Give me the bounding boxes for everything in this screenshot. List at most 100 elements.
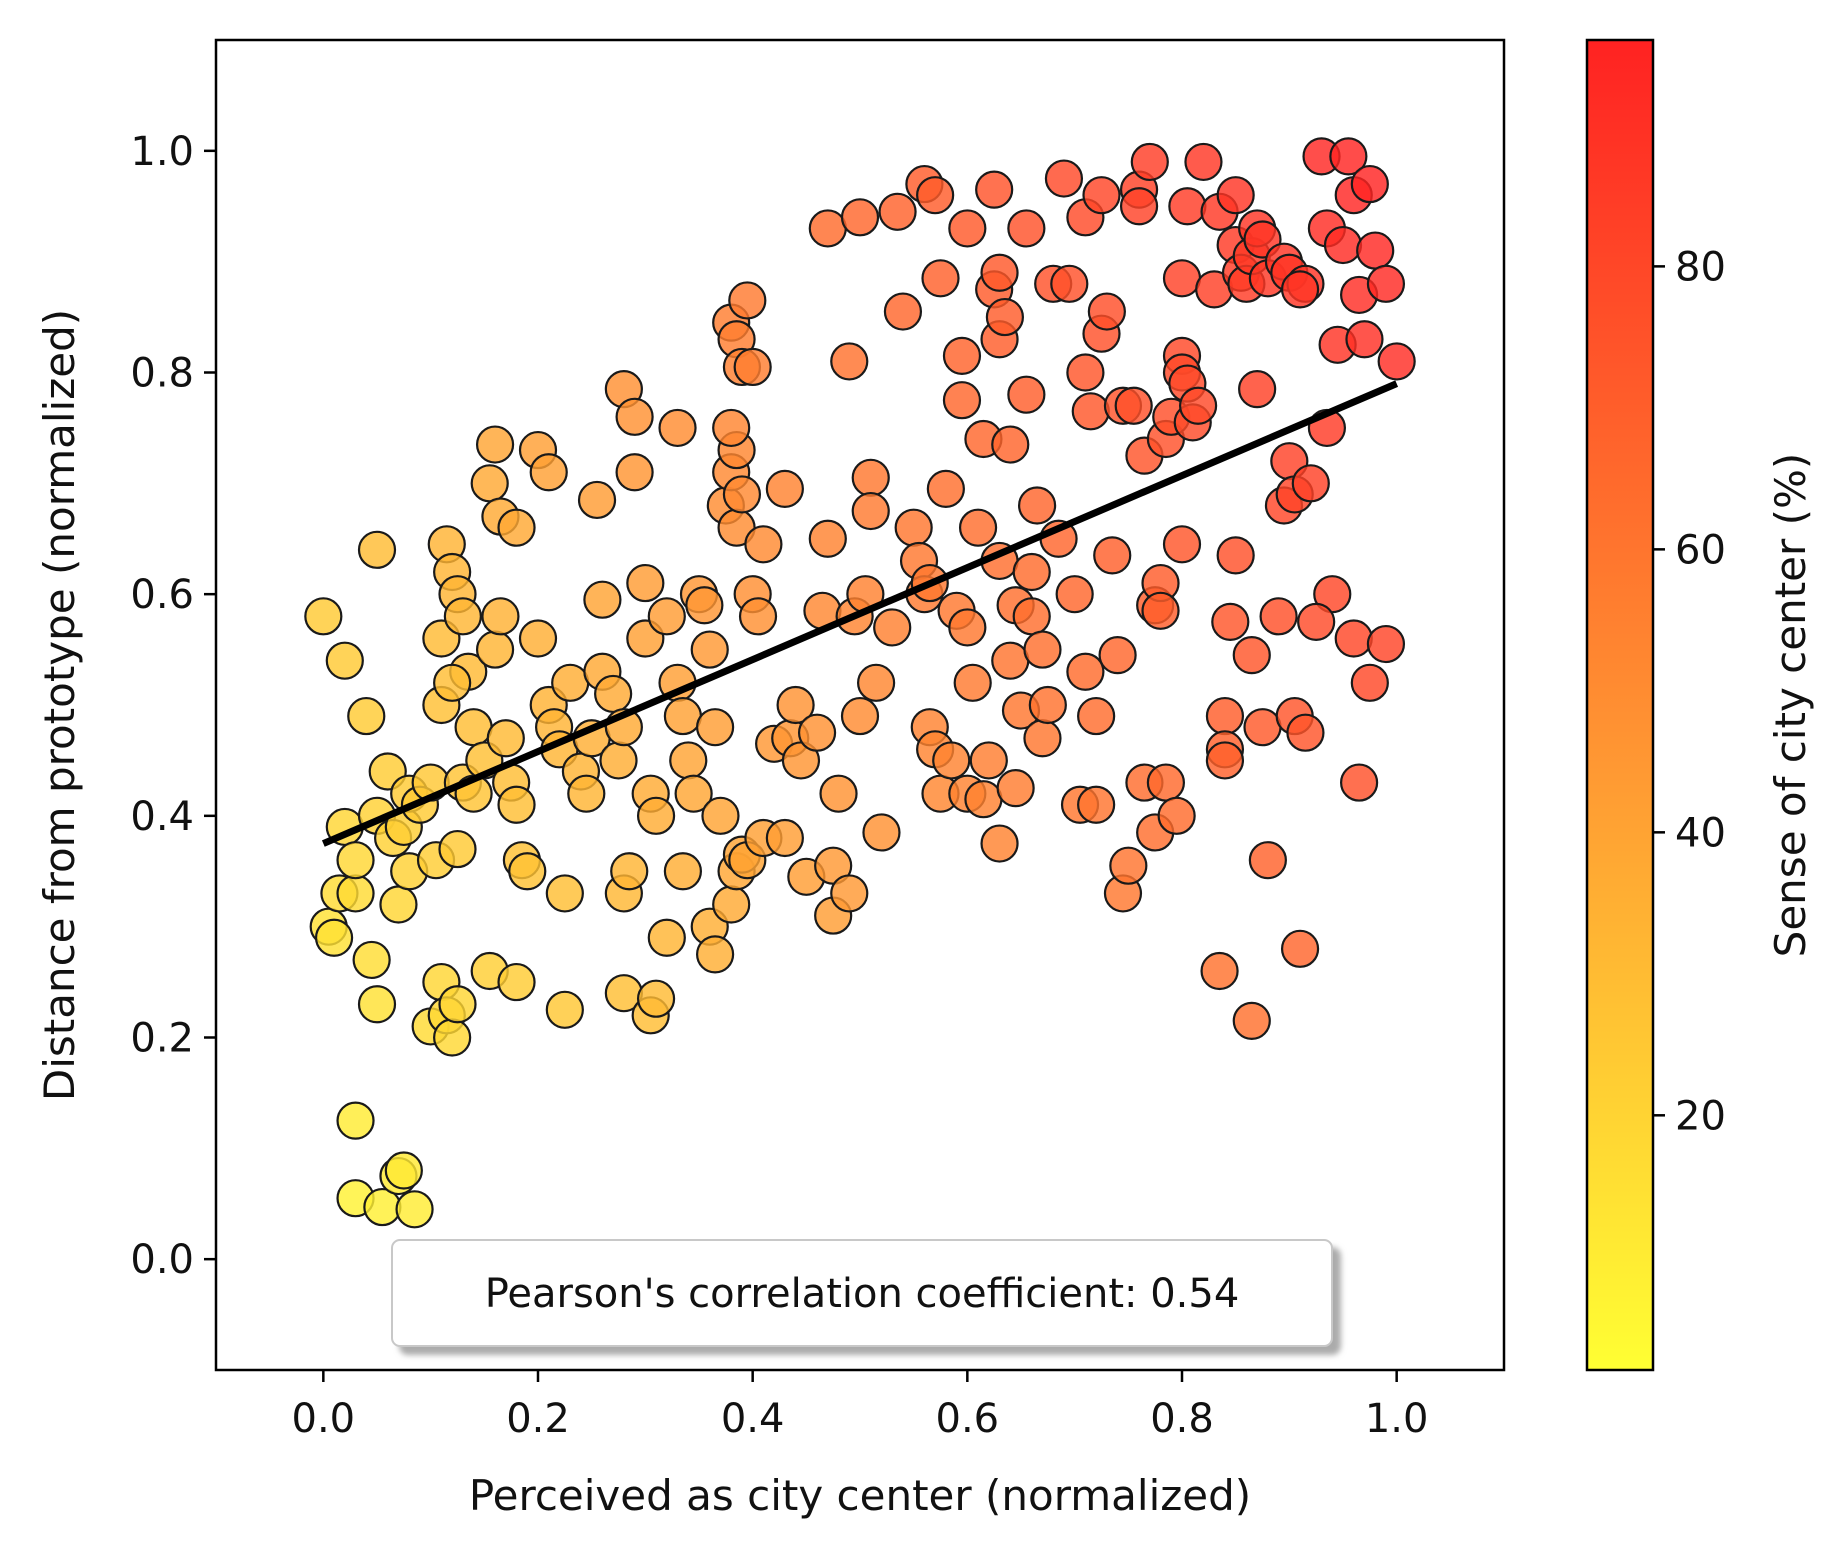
y-tick-label: 0.8 [130, 351, 194, 397]
scatter-point [1077, 785, 1116, 824]
scatter-point [1280, 929, 1320, 968]
scatter-point [594, 674, 633, 714]
scatter-point [1366, 624, 1406, 664]
scatter-point [626, 563, 665, 603]
scatter-point [921, 259, 960, 298]
scatter-point [497, 962, 536, 1002]
x-axis-ticks: 0.0 0.2 0.4 0.6 0.8 1.0 [292, 1370, 1429, 1442]
scatter-point [830, 874, 869, 913]
scatter-point [1350, 663, 1389, 702]
annotation-text: Pearson's correlation coefficient: 0.54 [485, 1271, 1240, 1317]
scatter-point [744, 525, 783, 564]
scatter-point [932, 741, 971, 780]
scatter-point [636, 979, 676, 1018]
x-tick-label: 0.0 [292, 1396, 356, 1442]
scatter-point [1205, 741, 1245, 780]
scatter-point [357, 530, 397, 569]
scatter-point [433, 1018, 472, 1057]
colorbar-tick-label: 40 [1675, 810, 1726, 856]
scatter-point [1109, 846, 1148, 885]
scatter-point [1291, 464, 1330, 503]
scatter-point [942, 336, 982, 375]
scatter-point [669, 741, 708, 780]
scatter-point [518, 619, 558, 658]
x-tick-label: 0.2 [506, 1396, 570, 1442]
scatter-point [1066, 353, 1105, 392]
scatter-point [969, 741, 1008, 780]
scatter-point [1168, 187, 1207, 226]
scatter-point [1216, 536, 1255, 575]
scatter-point [728, 281, 767, 320]
scatter-point [347, 696, 386, 736]
scatter-point [776, 685, 815, 725]
scatter-point [964, 780, 1003, 819]
scatter-point [454, 708, 493, 747]
scatter-point [1339, 763, 1379, 802]
scatter-point [599, 741, 638, 780]
scatter-point [379, 885, 418, 924]
points-layer [304, 137, 1416, 1229]
scatter-point [1066, 652, 1105, 691]
scatter-point [1280, 270, 1320, 309]
scatter-point [304, 597, 343, 636]
scatter-point [508, 852, 547, 891]
scatter-point [733, 347, 772, 387]
scatter-point [926, 469, 965, 508]
scatter-point [1243, 708, 1282, 747]
scatter-point [567, 774, 606, 813]
scatter-point [475, 630, 515, 669]
scatter-point [948, 608, 987, 647]
scatter-point [1007, 375, 1046, 414]
scatter-point [1087, 292, 1126, 331]
scatter-point [336, 841, 375, 880]
scatter-point [663, 696, 703, 736]
y-axis-label: Distance from prototype (normalized) [35, 309, 84, 1101]
scatter-point [985, 297, 1025, 337]
scatter-point [830, 342, 869, 381]
x-tick-label: 1.0 [1365, 1396, 1429, 1442]
colorbar-gradient [1585, 38, 1655, 1372]
scatter-point [1205, 696, 1245, 736]
scatter-point [1211, 602, 1250, 641]
scatter-point [695, 935, 735, 974]
plot-frame [214, 38, 1506, 1372]
scatter-point [1017, 486, 1057, 525]
scatter-point [336, 874, 375, 913]
scatter-point [819, 774, 858, 813]
scatter-point [1200, 951, 1239, 991]
scatter-point [325, 641, 364, 680]
colorbar-tick-label: 20 [1675, 1093, 1726, 1139]
scatter-point [1356, 231, 1395, 270]
y-tick-label: 0.6 [130, 572, 194, 618]
scatter-point [1238, 370, 1277, 409]
scatter-point [551, 663, 590, 702]
x-axis-label: Perceived as city center (normalized) [469, 1471, 1251, 1520]
scatter-point [996, 769, 1035, 808]
scatter-point [433, 663, 472, 702]
scatter-point [470, 464, 509, 503]
scatter-point [1071, 392, 1110, 431]
scatter-point [1377, 342, 1416, 381]
scatter-point [894, 508, 933, 547]
y-tick-label: 0.4 [130, 794, 194, 840]
scatter-point [438, 829, 477, 869]
y-tick-label: 1.0 [130, 129, 194, 175]
scatter-point [1350, 164, 1389, 204]
scatter-point [545, 874, 584, 913]
x-tick-label: 0.8 [1150, 1396, 1214, 1442]
scatter-point [1178, 386, 1218, 425]
colorbar-label: Sense of city center (%) [1766, 453, 1815, 958]
scatter-point [1044, 159, 1084, 198]
scatter-point [1012, 597, 1051, 636]
scatter-point [1162, 525, 1202, 564]
colorbar: 20 40 60 80 Sense of city center (%) [1585, 38, 1815, 1372]
scatter-point [615, 397, 654, 436]
regression-line [321, 380, 1399, 847]
scatter-point [690, 630, 729, 669]
scatter-point [797, 713, 837, 752]
scatter-point [862, 813, 901, 852]
colorbar-tick-label: 60 [1675, 527, 1726, 573]
scatter-point [314, 918, 354, 957]
scatter-point [481, 597, 520, 636]
